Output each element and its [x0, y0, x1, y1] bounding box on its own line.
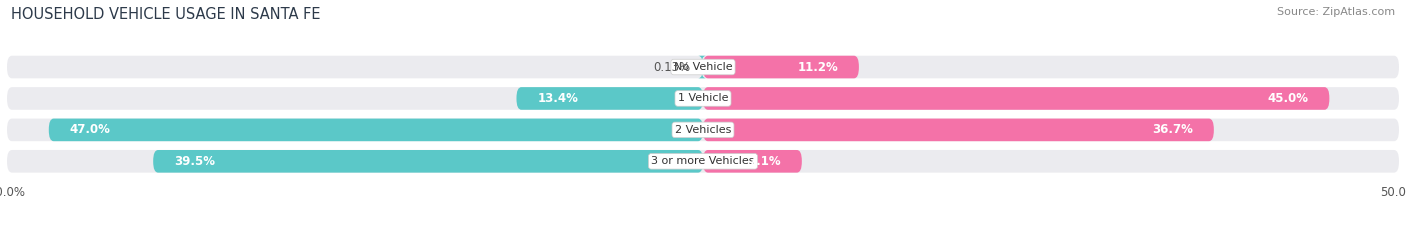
FancyBboxPatch shape: [703, 150, 801, 173]
Text: Source: ZipAtlas.com: Source: ZipAtlas.com: [1277, 7, 1395, 17]
Legend: Owner-occupied, Renter-occupied: Owner-occupied, Renter-occupied: [568, 231, 838, 233]
Text: No Vehicle: No Vehicle: [673, 62, 733, 72]
Text: 1 Vehicle: 1 Vehicle: [678, 93, 728, 103]
Text: HOUSEHOLD VEHICLE USAGE IN SANTA FE: HOUSEHOLD VEHICLE USAGE IN SANTA FE: [11, 7, 321, 22]
Text: 47.0%: 47.0%: [70, 123, 111, 136]
Text: 7.1%: 7.1%: [748, 155, 780, 168]
FancyBboxPatch shape: [7, 87, 1399, 110]
FancyBboxPatch shape: [7, 119, 1399, 141]
Text: 0.13%: 0.13%: [652, 61, 690, 74]
Text: 3 or more Vehicles: 3 or more Vehicles: [651, 156, 755, 166]
FancyBboxPatch shape: [699, 56, 706, 78]
Text: 13.4%: 13.4%: [537, 92, 578, 105]
Text: 36.7%: 36.7%: [1152, 123, 1192, 136]
Text: 2 Vehicles: 2 Vehicles: [675, 125, 731, 135]
FancyBboxPatch shape: [153, 150, 703, 173]
Text: 39.5%: 39.5%: [174, 155, 215, 168]
FancyBboxPatch shape: [7, 150, 1399, 173]
FancyBboxPatch shape: [49, 119, 703, 141]
FancyBboxPatch shape: [7, 56, 1399, 78]
FancyBboxPatch shape: [516, 87, 703, 110]
Text: 45.0%: 45.0%: [1267, 92, 1309, 105]
Text: 11.2%: 11.2%: [797, 61, 838, 74]
FancyBboxPatch shape: [703, 119, 1213, 141]
FancyBboxPatch shape: [703, 56, 859, 78]
FancyBboxPatch shape: [703, 87, 1330, 110]
